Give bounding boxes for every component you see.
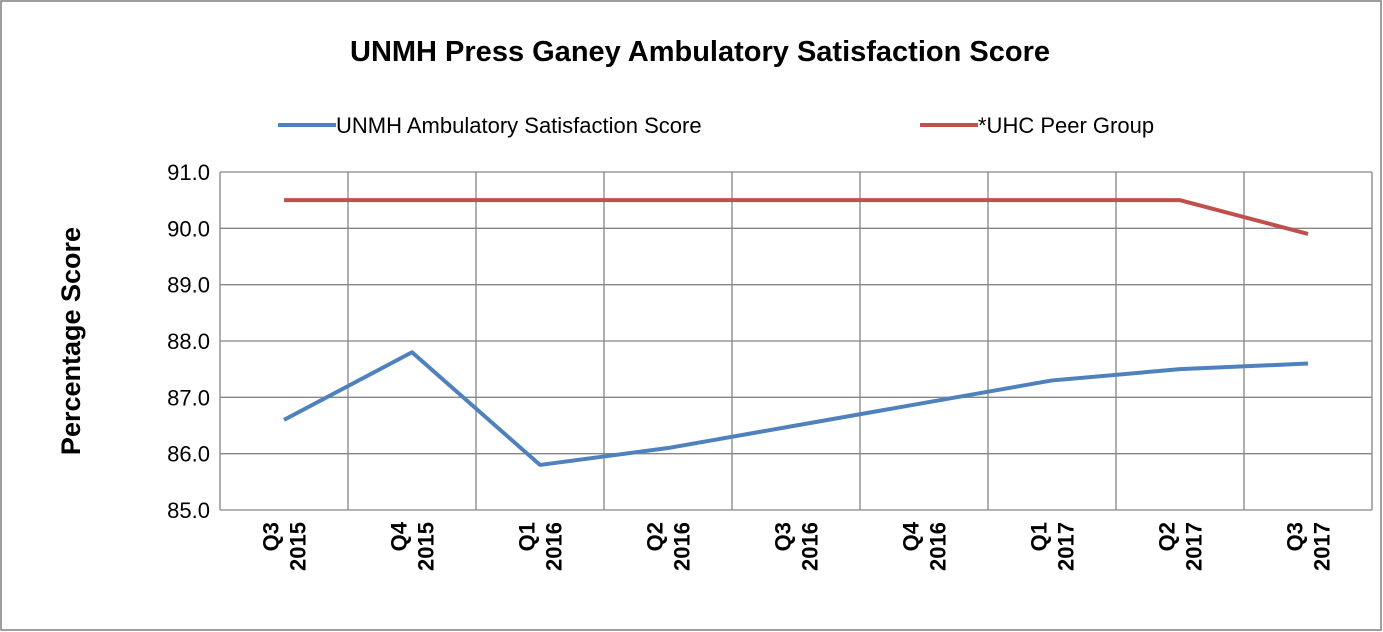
- x-tick-label: Q12016: [515, 522, 567, 571]
- y-tick-label: 91.0: [167, 160, 210, 185]
- x-tick-label: Q32017: [1283, 522, 1335, 571]
- y-tick-label: 88.0: [167, 329, 210, 354]
- legend-label: *UHC Peer Group: [978, 113, 1154, 138]
- x-tick-label: Q42016: [899, 521, 951, 571]
- y-tick-label: 89.0: [167, 273, 210, 298]
- y-tick-label: 87.0: [167, 385, 210, 410]
- y-axis-label: Percentage Score: [56, 227, 86, 455]
- legend-label: UNMH Ambulatory Satisfaction Score: [336, 113, 702, 138]
- x-tick-label: Q42015: [387, 521, 439, 571]
- x-tick-label: Q32015: [259, 522, 311, 571]
- series-line: [284, 198, 1309, 236]
- x-tick-label: Q22016: [643, 522, 695, 571]
- x-tick-label: Q12017: [1027, 522, 1079, 571]
- chart-title: UNMH Press Ganey Ambulatory Satisfaction…: [350, 36, 1050, 68]
- y-tick-label: 85.0: [167, 498, 210, 523]
- x-tick-label: Q22017: [1155, 522, 1207, 571]
- y-tick-label: 86.0: [167, 442, 210, 467]
- series-line: [283, 350, 1309, 467]
- y-tick-label: 90.0: [167, 216, 210, 241]
- x-tick-label: Q32016: [771, 522, 823, 571]
